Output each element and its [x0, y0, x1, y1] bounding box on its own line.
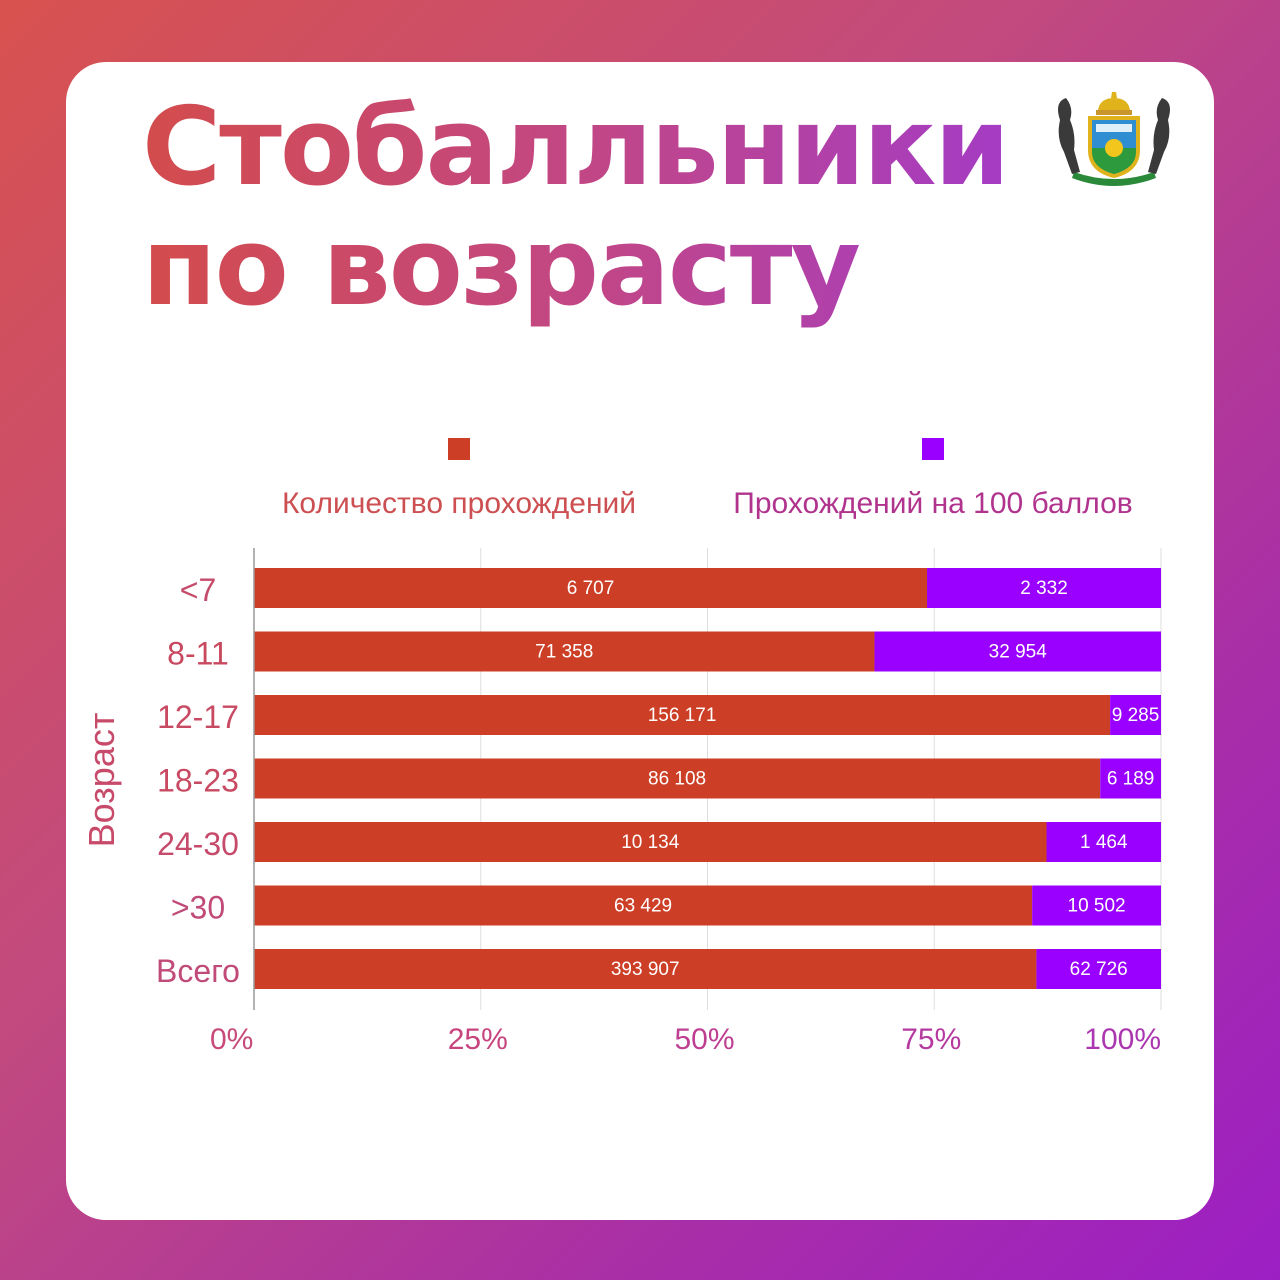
bar-hundred — [1032, 885, 1161, 926]
data-label-attempts: 86 108 — [648, 769, 706, 790]
x-tick-label: 75% — [901, 1023, 961, 1056]
category-label: <7 — [180, 572, 216, 608]
category-label: 8-11 — [167, 636, 229, 672]
x-axis-ticks: 0% 25% 50% 75% 100% — [210, 1023, 1161, 1056]
legend-label-hundred: Прохождений на 100 баллов — [733, 487, 1132, 520]
category-label: >30 — [171, 890, 225, 926]
bars: 6 707 2 332 71 358 32 954 156 171 9 285 86 108… — [254, 568, 1161, 989]
bar-hundred — [1100, 758, 1161, 799]
bar-attempts — [254, 631, 875, 672]
x-tick-label: 100% — [1084, 1023, 1161, 1056]
data-label-hundred: 10 502 — [1068, 896, 1126, 917]
legend: Количество прохождений Прохождений на 10… — [282, 438, 1133, 520]
bar-attempts — [254, 568, 928, 608]
x-tick-label: 25% — [448, 1023, 508, 1056]
data-label-attempts: 393 907 — [611, 959, 680, 980]
data-label-attempts: 156 171 — [648, 705, 717, 726]
data-label-hundred: 6 189 — [1107, 769, 1155, 790]
category-label: Всего — [156, 953, 240, 989]
data-label-hundred: 2 332 — [1020, 578, 1068, 599]
category-label: 18-23 — [157, 763, 239, 799]
legend-swatch-hundred — [922, 438, 944, 460]
bar-hundred — [1046, 822, 1161, 862]
coat-of-arms-icon — [1058, 92, 1170, 186]
x-tick-label: 50% — [674, 1023, 734, 1056]
data-label-attempts: 6 707 — [567, 578, 615, 599]
legend-swatch-attempts — [448, 438, 470, 460]
bar-hundred — [874, 631, 1161, 672]
data-label-hundred: 62 726 — [1070, 959, 1128, 980]
bar-attempts — [254, 822, 1047, 862]
bar-attempts — [254, 695, 1111, 735]
data-label-hundred: 9 285 — [1112, 705, 1160, 726]
data-label-attempts: 63 429 — [614, 896, 672, 917]
bar-attempts — [254, 758, 1101, 799]
category-labels: <7 8-11 12-17 18-23 24-30 >30 Всего — [156, 572, 240, 989]
y-axis-label: Возраст — [81, 713, 122, 848]
data-label-attempts: 10 134 — [621, 832, 680, 853]
bar-hundred — [927, 568, 1161, 608]
bar-hundred — [1110, 695, 1161, 735]
x-tick-label: 0% — [210, 1023, 253, 1056]
category-label: 12-17 — [157, 699, 239, 735]
bar-hundred — [1036, 949, 1161, 989]
category-label: 24-30 — [157, 826, 239, 862]
data-label-attempts: 71 358 — [535, 642, 593, 663]
bar-attempts — [254, 885, 1033, 926]
bar-attempts — [254, 949, 1037, 989]
data-label-hundred: 32 954 — [989, 642, 1048, 663]
data-label-hundred: 1 464 — [1080, 832, 1128, 853]
legend-label-attempts: Количество прохождений — [282, 487, 636, 520]
